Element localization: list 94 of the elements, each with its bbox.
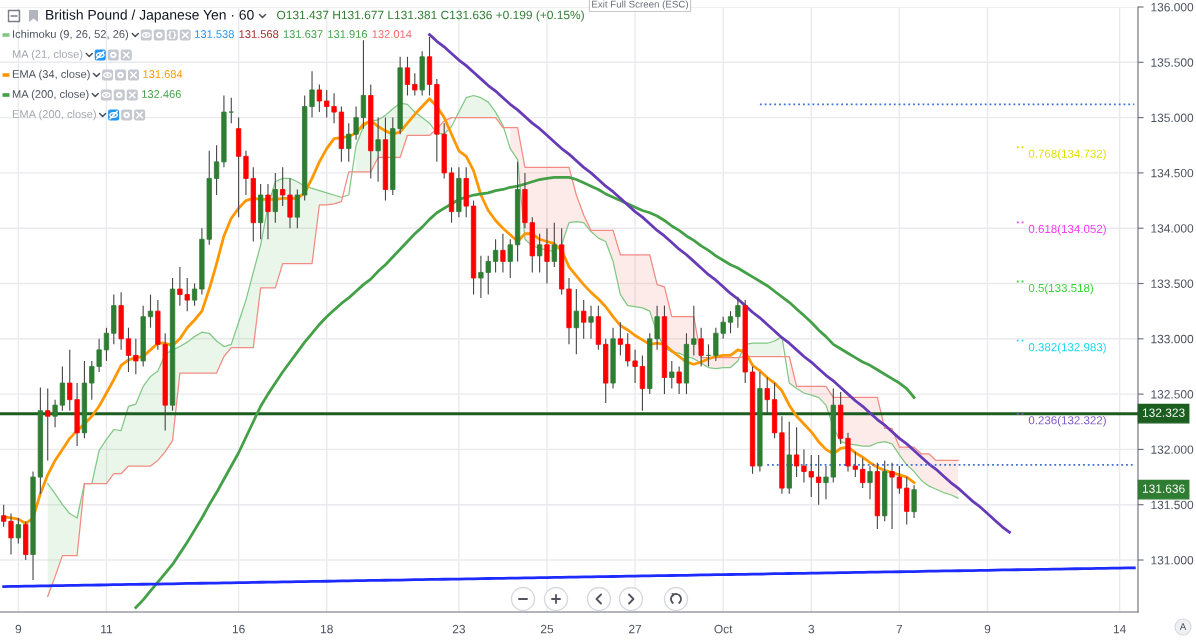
y-tick-label: 133.500 xyxy=(1151,279,1194,288)
chart-title: British Pound / Japanese Yen · 60 xyxy=(46,9,254,23)
legend-label: Ichimoku (9, 26, 52, 26) xyxy=(13,29,129,41)
y-tick-label: 132.500 xyxy=(1151,390,1194,399)
candlestick xyxy=(698,327,704,368)
x-tick-label: 16 xyxy=(232,624,245,634)
candlestick xyxy=(573,288,579,355)
candlestick xyxy=(360,39,367,130)
y-tick-label: 134.500 xyxy=(1151,168,1194,178)
annotation: Exit Full Screen (ESC) xyxy=(592,0,689,10)
candlestick xyxy=(404,56,411,97)
x-tick-label: 11 xyxy=(101,624,113,634)
x-tick-label: Oct xyxy=(714,624,733,634)
candlestick xyxy=(265,183,271,240)
annotation: 132.014 xyxy=(372,30,412,38)
x-tick-label: 18 xyxy=(320,624,333,634)
series-label: 0.768(134.732) xyxy=(1028,149,1106,161)
candlestick xyxy=(52,399,58,428)
candlestick xyxy=(125,327,132,373)
y-tick-label: 135.000 xyxy=(1151,113,1194,123)
candlestick xyxy=(617,321,624,356)
candlestick xyxy=(793,426,800,478)
candlestick xyxy=(147,294,154,329)
y-tick-label: 135.500 xyxy=(1151,58,1194,67)
candlestick xyxy=(676,365,682,395)
candlestick xyxy=(507,238,513,279)
candlestick xyxy=(294,188,300,229)
line-series xyxy=(2,566,1136,588)
text: 131.636 xyxy=(1142,484,1185,493)
candlestick xyxy=(213,144,220,196)
candlestick xyxy=(727,310,734,334)
candlestick xyxy=(537,233,543,274)
x-tick-label: 27 xyxy=(629,624,642,634)
candlestick xyxy=(911,484,917,519)
candlestick xyxy=(691,305,697,356)
annotation: EMA (200, close) xyxy=(12,109,96,121)
x-tick-label: 25 xyxy=(540,624,554,634)
text: A xyxy=(1179,623,1187,631)
x-tick-label: 23 xyxy=(452,624,465,634)
candlestick xyxy=(133,338,139,375)
legend-label: MA (200, close) xyxy=(12,89,89,101)
candlestick xyxy=(316,83,322,113)
series-label: 0.5(133.518) xyxy=(1028,283,1094,295)
annotation: 132.466 xyxy=(142,90,181,98)
y-tick-label: 131.500 xyxy=(1151,500,1194,510)
series-label: 0.382(132.983) xyxy=(1028,342,1106,354)
series-label: 0.236(132.322) xyxy=(1028,415,1106,427)
y-tick-label: 133.000 xyxy=(1151,334,1194,344)
candlestick xyxy=(889,462,895,530)
chart-subtitle: O131.437 H131.677 L131.381 C131.636 +0.199 (+0.15%) xyxy=(277,10,584,22)
candlestick xyxy=(904,476,910,526)
candlestick xyxy=(191,282,198,307)
candlestick xyxy=(15,517,21,544)
y-tick-label: 131.000 xyxy=(1151,556,1194,565)
candlestick xyxy=(272,172,278,224)
y-tick-label: 134.000 xyxy=(1151,224,1194,233)
y-tick-label: 132.000 xyxy=(1151,445,1194,454)
candlestick xyxy=(764,376,770,414)
candlestick xyxy=(588,305,594,340)
line-series xyxy=(428,33,1011,534)
candlestick xyxy=(669,360,675,390)
candlestick xyxy=(500,233,506,274)
series-label: 0.618(134.052) xyxy=(1028,224,1106,236)
annotation: MA (21, close) xyxy=(12,49,83,61)
candlestick xyxy=(816,454,822,506)
x-tick-label: 14 xyxy=(1113,624,1126,634)
candlestick xyxy=(103,327,110,362)
ref-line-label: 132.323 xyxy=(1142,408,1185,417)
candlestick xyxy=(544,227,550,285)
candlestick xyxy=(860,457,866,489)
candlestick xyxy=(639,354,646,412)
candlestick xyxy=(735,296,741,329)
annotation: 131.684 xyxy=(143,70,183,78)
y-tick-label: 136.000 xyxy=(1151,2,1194,12)
x-tick-label: 3 xyxy=(808,624,815,634)
legend-label: EMA (34, close) xyxy=(12,69,90,81)
annotation: 131.568 xyxy=(239,30,279,38)
candlestick xyxy=(228,97,234,124)
annotation: 131.637 xyxy=(283,30,323,38)
line-series xyxy=(134,175,916,609)
x-tick-label: 9 xyxy=(984,624,991,634)
x-tick-label: 7 xyxy=(896,624,903,634)
candlestick xyxy=(581,299,587,340)
annotation: 131.538 xyxy=(195,30,234,38)
annotation: 131.916 xyxy=(328,30,368,38)
candlestick xyxy=(867,465,873,500)
candlestick xyxy=(412,72,418,97)
candlestick xyxy=(59,365,66,412)
candlestick xyxy=(45,388,51,462)
x-tick-label: 9 xyxy=(15,624,22,634)
candlestick xyxy=(492,238,499,274)
candlestick xyxy=(551,222,557,268)
candlestick xyxy=(375,117,381,183)
candlestick xyxy=(896,465,903,495)
